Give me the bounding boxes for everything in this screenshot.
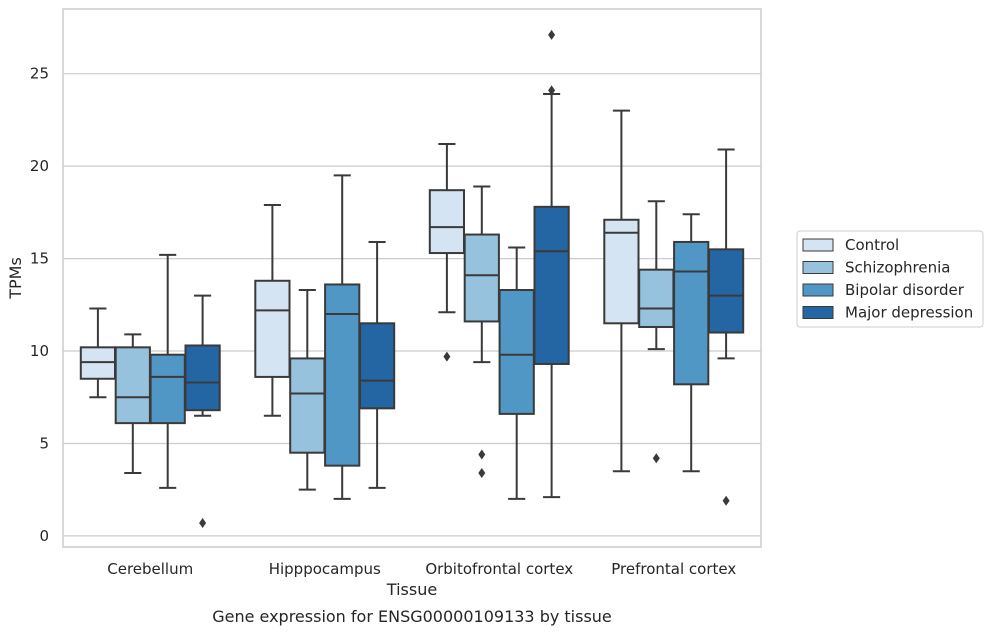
y-tick-label: 25: [30, 65, 49, 83]
box-iqr: [428, 189, 466, 255]
plot-frame: [62, 8, 762, 548]
box-group: [324, 174, 361, 500]
x-tick-labels: Cerebellum Hipppocampus Orbitofrontal cort…: [107, 560, 736, 578]
legend-frame: [796, 230, 984, 328]
outlier-point: [478, 468, 486, 479]
outlier-point: [478, 449, 486, 460]
x-tick-label: Prefrontal cortex: [611, 560, 736, 578]
x-axis-title: Tissue: [386, 580, 437, 599]
grid-lines: [63, 73, 761, 537]
box-iqr: [638, 268, 675, 328]
x-tick-label: Orbitofrontal cortex: [425, 560, 573, 578]
legend-label: Control: [845, 236, 899, 254]
legend-label: Schizophrenia: [845, 259, 950, 277]
box-iqr: [463, 233, 500, 323]
box-group: [149, 253, 186, 489]
y-tick-label: 0: [39, 527, 49, 545]
box-iqr: [149, 353, 186, 425]
outlier-point: [652, 453, 660, 464]
box-group: [289, 289, 326, 491]
outlier-point: [548, 29, 556, 40]
box-group: [638, 200, 675, 464]
outlier-point: [722, 495, 730, 506]
box-group: [114, 333, 151, 475]
legend-swatch: [802, 283, 834, 297]
box-group: [533, 29, 570, 499]
chart-caption: Gene expression for ENSG00000109133 by t…: [212, 607, 612, 626]
box-iqr: [254, 279, 291, 378]
y-axis-title: TPMs: [6, 257, 25, 300]
box-iqr: [114, 346, 151, 425]
box-group: [603, 109, 640, 473]
box-iqr: [707, 248, 745, 334]
box-group: [673, 213, 710, 473]
outlier-point: [199, 517, 207, 528]
y-tick-labels: 0 5 10 15 20 25: [30, 65, 49, 545]
box-iqr: [289, 357, 326, 454]
outlier-point: [548, 85, 556, 96]
y-tick-label: 20: [30, 157, 49, 175]
x-tick-label: Hipppocampus: [269, 560, 381, 578]
y-tick-label: 5: [39, 434, 49, 452]
legend-swatch: [802, 261, 834, 274]
box-group: [254, 203, 291, 417]
legend: Control Schizophrenia Bipolar disorder Majo…: [796, 230, 984, 328]
box-iqr: [358, 322, 396, 410]
box-group: [707, 148, 745, 506]
box-group: [498, 246, 535, 500]
box-iqr: [603, 218, 640, 325]
box-iqr: [184, 344, 221, 412]
box-group: [358, 240, 396, 489]
y-tick-label: 10: [30, 342, 49, 360]
box-iqr: [533, 205, 570, 365]
legend-swatch: [802, 238, 834, 252]
box-iqr: [673, 240, 710, 386]
x-tick-label: Cerebellum: [107, 560, 193, 578]
legend-label: Major depression: [845, 304, 973, 322]
box-group: [463, 185, 500, 479]
legend-swatch: [802, 306, 834, 319]
y-tick-label: 15: [30, 250, 49, 268]
box-group: [184, 294, 221, 528]
box-iqr: [498, 289, 535, 415]
legend-label: Bipolar disorder: [845, 281, 965, 299]
box-group: [79, 307, 117, 399]
boxes-layer: [79, 29, 745, 528]
outlier-point: [443, 351, 451, 362]
box-iqr: [324, 283, 361, 467]
box-group: [428, 142, 466, 362]
